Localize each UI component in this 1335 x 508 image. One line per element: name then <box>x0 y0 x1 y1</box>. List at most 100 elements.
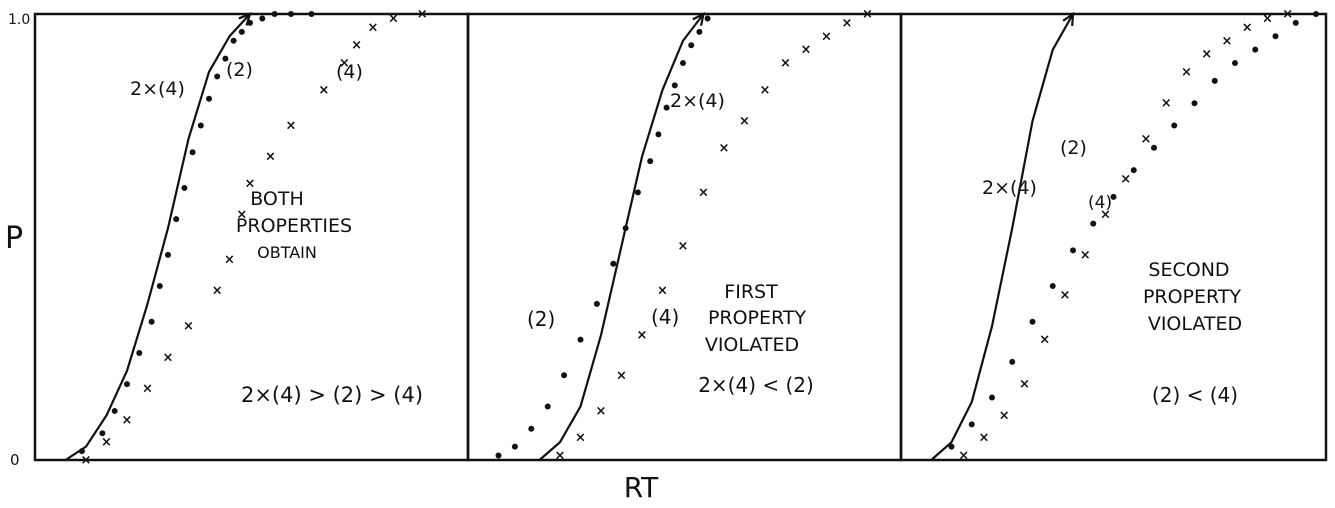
panel-2-series-2-point <box>561 372 568 379</box>
panel-3-text-line-2: PROPERTY <box>1143 286 1242 308</box>
panel-3-series-2-point <box>968 421 975 428</box>
panel-1-series-2-point <box>214 73 221 80</box>
panel-3-series-2-point <box>1171 122 1178 129</box>
panel-3-series-4-point: × <box>1100 208 1111 223</box>
panel-2-series-2-point <box>704 15 711 22</box>
panel-2: × × × × × × × × × × × × × × × × FIRST PROPERTY VIOLATED… <box>495 7 873 464</box>
panel-1-series-4-point: × <box>122 413 133 428</box>
panel-3-series-2-point <box>948 443 955 450</box>
panel-1-label-2x4: 2×(4) <box>130 78 185 100</box>
panel-3-series-2-point <box>1272 33 1279 40</box>
panel-2-label-2: (2) <box>527 307 555 331</box>
panel-1-text-line-3: OBTAIN <box>257 243 317 262</box>
panel-2-series-4-point: × <box>616 368 627 383</box>
panel-3-label-2: (2) <box>1060 137 1087 159</box>
panel-3-series-4-point: × <box>1161 96 1172 111</box>
panel-1-series-4-point: × <box>265 150 276 165</box>
panel-2-series-2x4-line <box>538 13 705 461</box>
panel-3-series-4-point: × <box>1282 7 1293 22</box>
panel-1-series-4-point: × <box>388 11 399 26</box>
panel-2-series-2-point <box>495 452 502 459</box>
panel-3-series-4-point: × <box>1242 20 1253 35</box>
panel-1-series-4-point: × <box>245 176 256 191</box>
panel-1-series-4-point: × <box>224 252 235 267</box>
panel-3-series-2-point <box>1252 46 1259 53</box>
panel-3-series-2-point <box>1130 167 1137 174</box>
panel-2-series-2-point <box>528 425 535 432</box>
panel-3-series-4-point: × <box>1181 65 1192 80</box>
panel-1-series-4-point: × <box>236 208 247 223</box>
panel-1-series-2-point <box>165 251 171 258</box>
panel-1-label-4: (4) <box>336 61 363 83</box>
panel-1-series-2-point <box>271 11 278 17</box>
panel-2-series-2-point <box>680 60 686 67</box>
panel-2-series-2-point <box>610 260 617 267</box>
panel-2-series-4-point: × <box>575 431 586 446</box>
panel-2-series-2-point <box>663 104 670 111</box>
panel-1-series-2-point <box>181 184 188 191</box>
panel-3-series-4-point: × <box>1059 288 1070 303</box>
panel-1-series-2-point <box>78 448 85 455</box>
panel-1-series-4-point: × <box>81 453 92 468</box>
panel-1-series-4-point: × <box>163 350 174 365</box>
panel-2-text-line-1: FIRST <box>724 281 778 303</box>
panel-2-series-2-point <box>671 82 678 89</box>
panel-2-series-2-point <box>688 42 695 49</box>
panel-2-series-2-point <box>634 189 641 196</box>
panel-2-series-2-point <box>655 131 662 138</box>
panel-3-frame <box>899 12 1328 462</box>
panel-1-series-4-point: × <box>318 83 329 98</box>
panel-2-marks: × × × × × × × × × × × × × × × × <box>495 7 873 464</box>
panel-1-series-4-point: × <box>339 56 350 71</box>
panel-3-series-4-point: × <box>1120 172 1131 187</box>
panel-2-series-2x4-arrowhead <box>692 11 706 26</box>
panel-3-label-4: (4) <box>1088 193 1112 213</box>
panel-2-series-4-point: × <box>821 29 832 44</box>
panel-2-series-4-point: × <box>637 328 648 343</box>
panel-3-series-4-point: × <box>1201 47 1212 62</box>
panel-2-series-4-point: × <box>678 239 689 254</box>
panel-1-series-4-point: × <box>417 7 428 22</box>
panel-2-series-4-point: × <box>596 404 607 419</box>
panel-3-text-line-3: VIOLATED <box>1148 313 1242 335</box>
panel-1-series-2x4-line <box>64 13 251 461</box>
panel-3-series-4-point: × <box>1080 248 1091 263</box>
panel-3-series-4-point: × <box>1039 333 1050 348</box>
panel-3-relation: (2) < (4) <box>1152 383 1238 407</box>
panel-3-series-2-point <box>1211 77 1218 84</box>
panel-3-series-4-point: × <box>1140 132 1151 147</box>
panel-1-text-line-2: PROPERTIES <box>236 215 352 237</box>
panel-1-series-2-point <box>222 55 229 62</box>
panel-2-series-2-point <box>647 158 654 165</box>
y-axis-label: P <box>5 221 23 256</box>
panel-3-series-2-point <box>1292 19 1299 26</box>
panel-3-series-2-point <box>1009 358 1016 365</box>
panel-1-text-line-1: BOTH <box>250 188 304 210</box>
panel-2-frame <box>466 12 903 462</box>
panel-2-series-4-point: × <box>780 56 791 71</box>
panel-1-series-2-point <box>156 283 163 290</box>
panel-1-series-4-point: × <box>212 284 223 299</box>
panel-2-series-4-point: × <box>657 284 668 299</box>
panel-2-series-4-point: × <box>862 7 873 22</box>
panel-2-series-4-point: × <box>719 141 730 156</box>
panel-1-series-4-point: × <box>142 382 153 397</box>
panel-2-series-2-point <box>544 403 551 410</box>
panel-3-label-2x4: 2×(4) <box>982 177 1037 199</box>
panel-2-series-2-point <box>622 225 629 232</box>
panel-2-series-4-point: × <box>698 185 709 200</box>
panel-1-series-2-point <box>173 216 180 223</box>
panel-1-series-2-point <box>230 37 237 44</box>
panel-1-series-2-point <box>148 318 155 325</box>
panel-1-series-2-point <box>197 122 204 129</box>
panel-2-series-4-point: × <box>760 83 771 98</box>
panel-3-series-2x4-arrowhead <box>1062 11 1075 27</box>
y-tick-bottom: 0 <box>10 451 20 469</box>
panel-2-series-4-point: × <box>842 16 853 31</box>
panel-3-series-4-point: × <box>1019 377 1030 392</box>
panel-1-series-2-point <box>247 19 253 26</box>
panel-3-series-2-point <box>1090 220 1097 227</box>
panel-1-series-4-point: × <box>183 319 194 334</box>
panel-2-series-2-point <box>511 443 518 450</box>
panel-2-text-line-3: VIOLATED <box>705 334 799 356</box>
